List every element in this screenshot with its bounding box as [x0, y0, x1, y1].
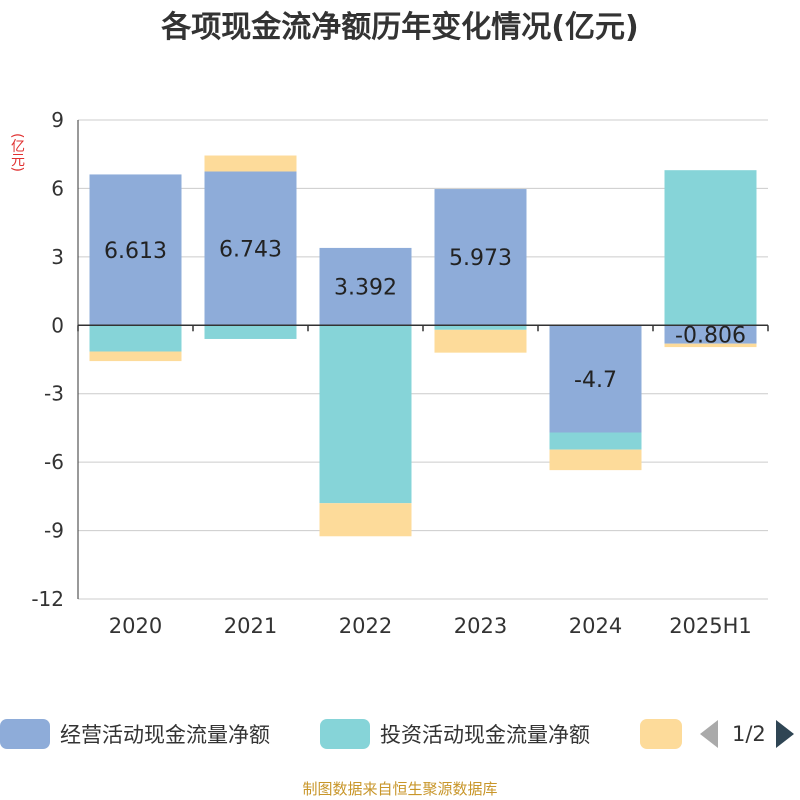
- y-tick-label-5: -6: [44, 450, 64, 474]
- data-label-2025H1: -0.806: [675, 323, 746, 348]
- cashflow-bar-chart: 9 6 3 0 -3 -6 -9 -12 6.613 6.743 3.392 5.973 -4.7 -0.…: [31, 108, 769, 638]
- bar-s0-2022: [319, 247, 412, 326]
- y-tick-label-2: 3: [51, 245, 64, 269]
- data-label-2024: -4.7: [574, 368, 617, 393]
- legend-label-operating: 经营活动现金流量净额: [60, 723, 270, 747]
- data-label-2022: 3.392: [334, 276, 397, 301]
- data-label-2020: 6.613: [104, 239, 167, 264]
- bar-s1-2024: [549, 432, 642, 450]
- legend-swatch-operating: [0, 719, 50, 749]
- y-tick-label-4: -3: [44, 382, 64, 406]
- y-tick-label-1: 6: [51, 176, 64, 200]
- x-tick-label-2022: 2022: [339, 614, 392, 638]
- legend-label-investing: 投资活动现金流量净额: [380, 723, 590, 747]
- x-tick-label-2021: 2021: [224, 614, 277, 638]
- bar-s2-2022: [319, 503, 412, 537]
- y-tick-label-3: 0: [51, 313, 64, 337]
- chart-title: 各项现金流净额历年变化情况(亿元): [161, 10, 639, 45]
- legend-pager: 1/2: [700, 716, 794, 752]
- bar-s2-2023: [434, 329, 527, 353]
- x-tick-label-2025H1: 2025H1: [669, 614, 752, 638]
- bar-s2-2020: [89, 351, 182, 362]
- legend-next-page-icon[interactable]: [775, 720, 794, 748]
- data-label-2021: 6.743: [219, 237, 282, 262]
- bar-s0-2023: [434, 189, 527, 326]
- y-tick-label-6: -9: [44, 519, 64, 543]
- legend-item-financing[interactable]: [640, 716, 682, 752]
- legend-item-investing[interactable]: 投资活动现金流量净额: [320, 716, 590, 752]
- bar-s1-2025H1: [664, 170, 757, 326]
- bar-s1-2021: [204, 325, 297, 339]
- legend-item-operating[interactable]: 经营活动现金流量净额: [0, 716, 270, 752]
- legend-swatch-investing: [320, 719, 370, 749]
- data-source-note: 制图数据来自恒生聚源数据库: [302, 780, 498, 798]
- bar-s0-2021: [204, 171, 297, 326]
- legend: 经营活动现金流量净额 投资活动现金流量净额 1/2: [0, 716, 800, 756]
- bar-s1-2022: [319, 325, 412, 504]
- bar-s0-2025H1: [664, 325, 757, 344]
- x-tick-label-2023: 2023: [454, 614, 507, 638]
- bar-s1-2023: [434, 325, 527, 330]
- y-axis-unit: (亿元): [9, 132, 25, 172]
- y-tick-label-7: -12: [31, 587, 64, 611]
- bar-s2-2024: [549, 449, 642, 471]
- x-tick-label-2024: 2024: [569, 614, 622, 638]
- legend-swatch-financing: [640, 719, 682, 749]
- bar-s0-2020: [89, 174, 182, 326]
- bar-s1-2020: [89, 325, 182, 352]
- bar-s2-2021: [204, 155, 297, 172]
- bar-s2-2025H1: [664, 343, 757, 348]
- data-label-2023: 5.973: [449, 246, 512, 271]
- bar-s0-2024: [549, 325, 642, 433]
- legend-prev-page-icon[interactable]: [700, 720, 718, 748]
- x-tick-label-2020: 2020: [109, 614, 162, 638]
- y-tick-label-0: 9: [51, 108, 64, 132]
- legend-page-indicator: 1/2: [732, 722, 766, 746]
